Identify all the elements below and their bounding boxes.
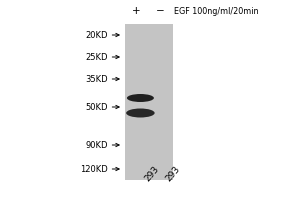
Text: 50KD: 50KD bbox=[85, 102, 108, 112]
Ellipse shape bbox=[126, 108, 155, 117]
Text: −: − bbox=[156, 6, 165, 16]
Text: 120KD: 120KD bbox=[80, 164, 108, 173]
Text: 35KD: 35KD bbox=[85, 74, 108, 84]
Ellipse shape bbox=[127, 94, 154, 102]
Text: +: + bbox=[132, 6, 141, 16]
Text: 293: 293 bbox=[142, 164, 160, 183]
Text: 293: 293 bbox=[164, 164, 181, 183]
Text: 25KD: 25KD bbox=[85, 52, 108, 62]
Text: 90KD: 90KD bbox=[85, 140, 108, 149]
Text: EGF 100ng/ml/20min: EGF 100ng/ml/20min bbox=[174, 6, 258, 16]
Text: 20KD: 20KD bbox=[85, 30, 108, 40]
Bar bbox=[124, 24, 172, 180]
